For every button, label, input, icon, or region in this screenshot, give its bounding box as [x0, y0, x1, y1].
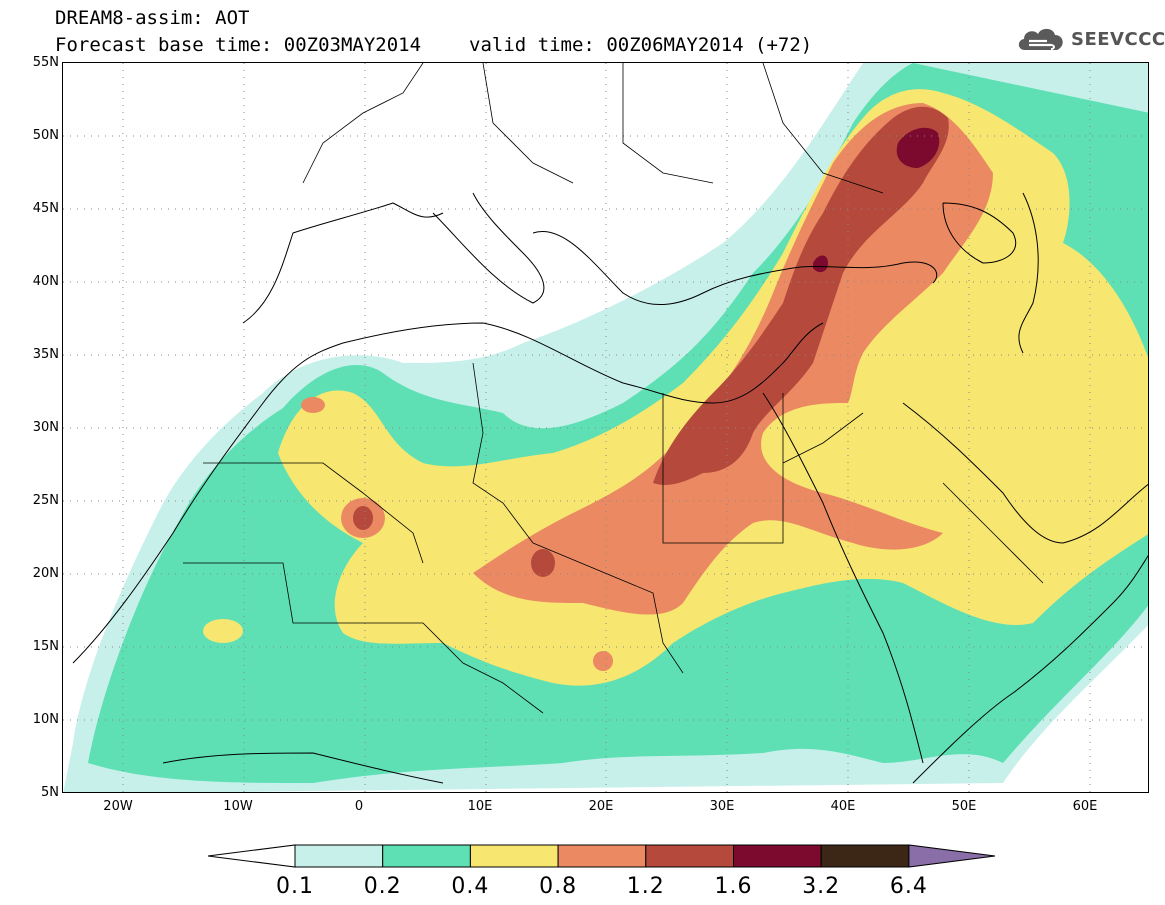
lat-label-10N: 10N: [32, 712, 59, 727]
country-borders: [183, 63, 1044, 714]
lon-label-30E: 30E: [709, 799, 735, 814]
colorbar-label: 0.1: [276, 874, 314, 899]
lat-label-25N: 25N: [32, 493, 59, 508]
lat-label-20N: 20N: [32, 566, 59, 581]
valid-time: valid time: 00Z06MAY2014 (+72): [469, 34, 813, 56]
colorbar-swatch: [469, 844, 559, 868]
map-area: [62, 62, 1149, 793]
coastlines: [72, 192, 1148, 784]
aot-blob-guinea: [203, 619, 243, 643]
aot-blob-mali-core: [353, 506, 373, 530]
lon-label-10W: 10W: [223, 799, 253, 814]
colorbar-label: 3.2: [802, 874, 841, 899]
lon-label-20E: 20E: [588, 799, 614, 814]
logo-text: SEEVCCC: [1071, 28, 1165, 50]
colorbar-label: 0.2: [363, 874, 402, 899]
colorbar-label: 0.8: [539, 874, 578, 899]
lat-label-30N: 30N: [32, 420, 59, 435]
aot-contour-1.6: [896, 127, 940, 168]
lat-label-40N: 40N: [32, 274, 59, 289]
lon-label-10E: 10E: [467, 799, 493, 814]
aot-contour-1.2: [653, 106, 949, 485]
lat-label-5N: 5N: [41, 785, 59, 800]
lat-label-45N: 45N: [32, 201, 59, 216]
lat-label-15N: 15N: [32, 639, 59, 654]
cloud-icon: [1018, 28, 1063, 50]
lat-label-50N: 50N: [32, 128, 59, 143]
aot-blob-sudan: [593, 651, 613, 671]
colorbar-arrow-low: [207, 844, 296, 868]
lon-label-60E: 60E: [1072, 799, 1098, 814]
colorbar-swatch: [557, 844, 647, 868]
colorbar-swatch: [820, 844, 910, 868]
base-time: Forecast base time: 00Z03MAY2014: [55, 34, 422, 56]
time-info: Forecast base time: 00Z03MAY2014 valid ti…: [55, 35, 812, 55]
graticule: [63, 63, 1148, 792]
colorbar-swatch: [294, 844, 384, 868]
lat-label-55N: 55N: [32, 55, 59, 70]
colorbar-arrow-high: [908, 844, 996, 868]
map-title: DREAM8-assim: AOT: [55, 7, 250, 29]
colorbar-swatch: [645, 844, 734, 868]
colorbar-swatch: [733, 844, 822, 868]
lon-label-0: 0: [354, 799, 364, 814]
aot-contour-1.6b: [813, 255, 828, 273]
colorbar-label: 1.2: [626, 874, 665, 899]
seevccc-logo: SEEVCCC: [1015, 22, 1165, 56]
lon-label-50E: 50E: [951, 799, 977, 814]
colorbar-swatch: [382, 844, 471, 868]
colorbar-label: 1.6: [714, 874, 753, 899]
aot-blob-chad: [531, 549, 555, 577]
lon-label-20W: 20W: [103, 799, 133, 814]
aot-blob-morocco: [301, 397, 325, 413]
lon-label-40E: 40E: [830, 799, 856, 814]
colorbar-label: 6.4: [889, 874, 928, 899]
dust-map: [63, 63, 1148, 792]
colorbar-label: 0.4: [451, 874, 490, 899]
lat-label-35N: 35N: [32, 347, 59, 362]
